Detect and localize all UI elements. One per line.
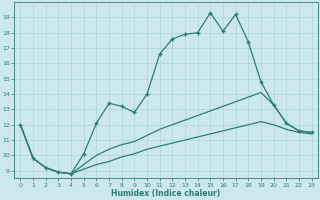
X-axis label: Humidex (Indice chaleur): Humidex (Indice chaleur) [111, 189, 221, 198]
